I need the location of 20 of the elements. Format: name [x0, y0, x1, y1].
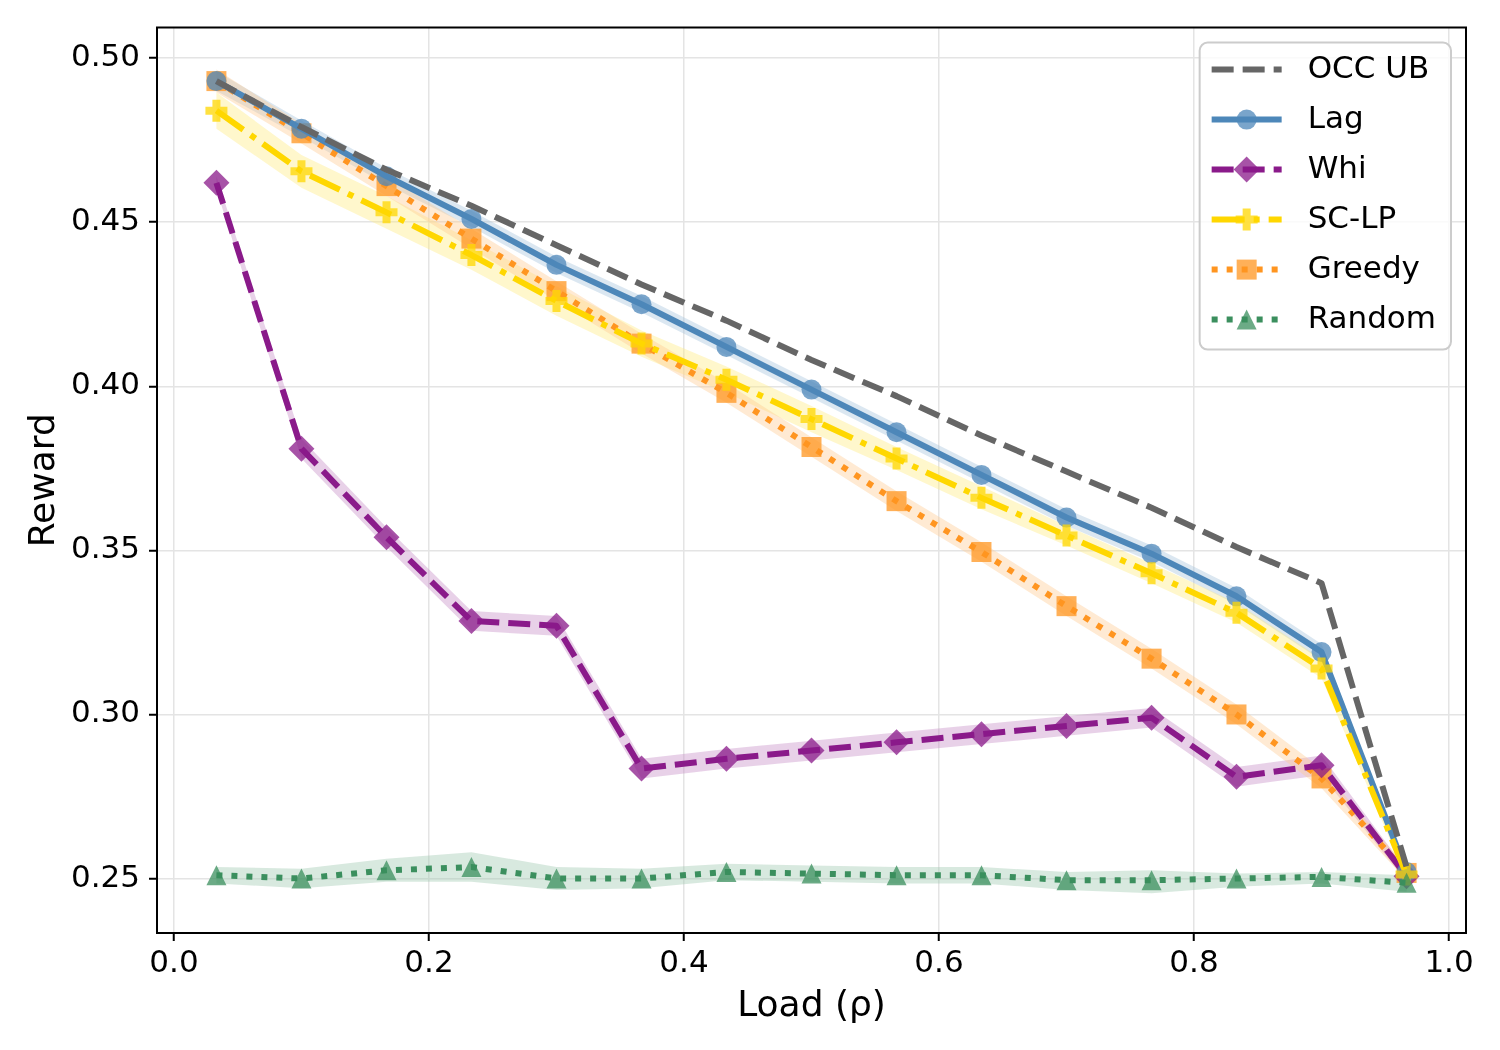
- x-tick-label: 0.0: [149, 942, 199, 979]
- y-tick-label: 0.35: [70, 529, 140, 566]
- legend-label: Whi: [1307, 148, 1367, 185]
- legend-label: Greedy: [1307, 248, 1420, 285]
- x-tick-label: 0.4: [659, 942, 709, 979]
- legend-label: SC-LP: [1307, 198, 1397, 235]
- y-tick-label: 0.45: [70, 201, 140, 238]
- x-tick-label: 1.0: [1424, 942, 1474, 979]
- legend-label: Lag: [1307, 98, 1364, 135]
- x-tick-label: 0.6: [914, 942, 964, 979]
- y-tick-label: 0.25: [70, 857, 140, 894]
- x-tick-label: 0.2: [404, 942, 454, 979]
- y-tick-label: 0.30: [70, 693, 140, 730]
- x-axis-title: Load (ρ): [737, 982, 886, 1024]
- y-axis-title: Reward: [20, 413, 62, 548]
- y-tick-label: 0.40: [70, 365, 140, 402]
- x-tick-label: 0.8: [1169, 942, 1219, 979]
- y-tick-label: 0.50: [70, 37, 140, 74]
- legend-label: OCC UB: [1307, 48, 1430, 85]
- legend-label: Random: [1307, 298, 1437, 335]
